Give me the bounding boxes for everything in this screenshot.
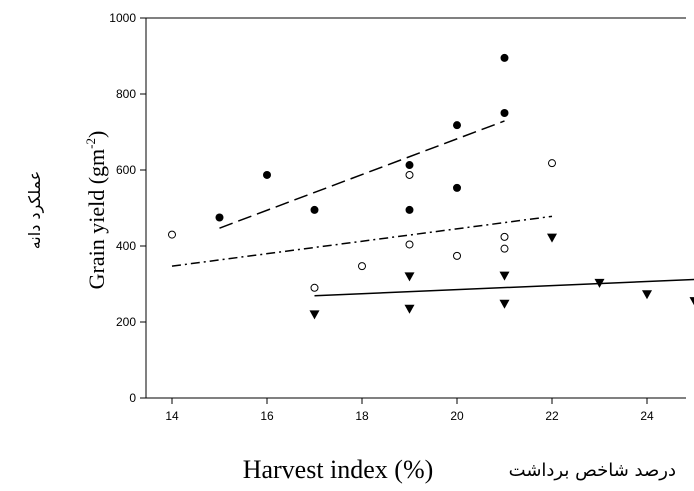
data-point-triangle-down: [547, 233, 557, 243]
x-tick-label: 24: [640, 409, 654, 423]
data-point-open-circle: [500, 244, 509, 253]
data-point-filled-circle: [500, 109, 509, 117]
data-point-triangle-down: [404, 304, 415, 314]
y-axis-label-persian: عملکرد دانه: [25, 171, 45, 250]
data-point-triangle-down: [594, 278, 605, 288]
data-point-open-circle: [453, 251, 461, 260]
data-point-filled-circle: [453, 183, 461, 192]
data-point-triangle-down: [642, 290, 652, 300]
data-point-open-circle: [548, 159, 556, 168]
trend-line-dashed: [219, 120, 505, 229]
y-axis-label: Grain yield (gm-2): [83, 131, 109, 290]
y-axis-label-sup: -2: [83, 138, 98, 149]
data-point-triangle-down: [309, 310, 320, 320]
trend-lines: [171, 120, 694, 297]
data-points: [168, 53, 694, 320]
y-ticks: 0 200 400 600 800 1000: [109, 11, 146, 405]
y-tick-label: 200: [116, 315, 136, 329]
y-tick-label: 0: [129, 391, 136, 405]
y-tick-label: 1000: [109, 11, 136, 25]
trend-line-dash-dot: [171, 215, 553, 267]
x-ticks: 14 16 18 20 22 24: [165, 398, 654, 423]
data-point-filled-circle: [263, 170, 271, 179]
x-tick-label: 14: [165, 409, 179, 423]
data-point-triangle-down: [499, 299, 510, 309]
data-point-filled-circle: [500, 53, 509, 62]
y-axis-label-end: ): [84, 131, 109, 138]
data-point-triangle-down: [499, 271, 510, 281]
data-point-filled-circle: [453, 121, 461, 130]
x-axis-label: Harvest index (%): [243, 455, 434, 484]
x-tick-label: 20: [450, 409, 464, 423]
plot-frame: [145, 17, 686, 399]
x-axis-label-persian: درصد شاخص برداشت: [509, 460, 676, 481]
x-tick-label: 22: [545, 409, 559, 423]
data-point-open-circle: [405, 240, 414, 249]
data-point-open-circle: [500, 232, 509, 241]
data-point-open-circle: [310, 283, 319, 292]
x-tick-label: 16: [260, 409, 274, 423]
y-tick-label: 400: [116, 239, 136, 253]
data-point-open-circle: [168, 230, 176, 239]
y-tick-label: 600: [116, 163, 136, 177]
data-point-triangle-down: [404, 272, 415, 282]
x-tick-label: 18: [355, 409, 369, 423]
y-tick-label: 800: [116, 87, 136, 101]
data-point-open-circle: [358, 262, 366, 271]
data-point-filled-circle: [215, 213, 224, 222]
data-point-open-circle: [405, 170, 414, 179]
y-axis-label-main: Grain yield (gm: [84, 149, 109, 290]
data-point-filled-circle: [405, 205, 414, 214]
data-point-triangle-down: [689, 297, 694, 306]
data-point-filled-circle: [405, 161, 414, 170]
trend-line-solid: [314, 278, 694, 297]
data-point-filled-circle: [310, 205, 319, 214]
